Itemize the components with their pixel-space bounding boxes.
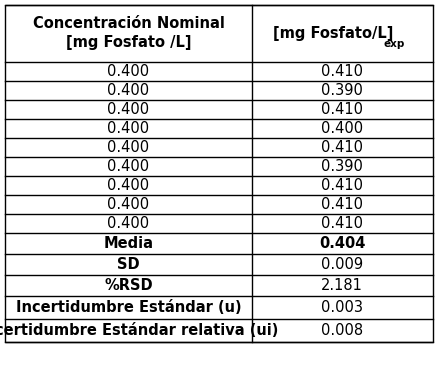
Text: 0.410: 0.410 (321, 139, 363, 155)
Text: Incertidumbre Estándar (u): Incertidumbre Estándar (u) (16, 300, 241, 314)
Text: 0.410: 0.410 (321, 197, 363, 212)
Text: 0.400: 0.400 (107, 64, 150, 79)
Text: 0.009: 0.009 (321, 256, 364, 271)
Text: 0.400: 0.400 (107, 177, 150, 193)
Text: 0.400: 0.400 (107, 159, 150, 173)
Text: 0.400: 0.400 (321, 121, 364, 135)
Bar (5, 5, 433, 341)
Text: 0.390: 0.390 (321, 159, 363, 173)
Text: 0.410: 0.410 (321, 64, 363, 79)
Text: exp: exp (384, 39, 405, 49)
Text: Incertidumbre Estándar relativa (ui): Incertidumbre Estándar relativa (ui) (0, 323, 278, 338)
Text: 0.400: 0.400 (107, 82, 150, 97)
Text: 0.410: 0.410 (321, 177, 363, 193)
Text: 0.400: 0.400 (107, 102, 150, 117)
Text: 0.390: 0.390 (321, 82, 363, 97)
Text: SD: SD (117, 256, 140, 271)
Text: Media: Media (103, 235, 154, 250)
Text: 2.181: 2.181 (321, 277, 363, 293)
Text: 0.410: 0.410 (321, 102, 363, 117)
Text: %RSD: %RSD (104, 277, 153, 293)
Text: 0.003: 0.003 (321, 300, 363, 314)
Text: 0.400: 0.400 (107, 121, 150, 135)
Text: Concentración Nominal
[mg Fosfato /L]: Concentración Nominal [mg Fosfato /L] (32, 16, 225, 50)
Text: 0.400: 0.400 (107, 197, 150, 212)
Text: 0.008: 0.008 (321, 323, 364, 338)
Text: 0.404: 0.404 (319, 235, 365, 250)
Text: 0.400: 0.400 (107, 139, 150, 155)
Text: 0.400: 0.400 (107, 215, 150, 230)
Text: 0.410: 0.410 (321, 215, 363, 230)
Text: [mg Fosfato/L]: [mg Fosfato/L] (273, 26, 394, 41)
